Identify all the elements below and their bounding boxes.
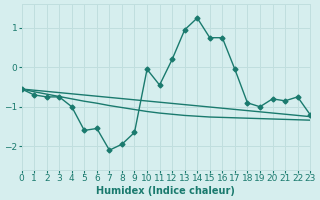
X-axis label: Humidex (Indice chaleur): Humidex (Indice chaleur) bbox=[96, 186, 235, 196]
